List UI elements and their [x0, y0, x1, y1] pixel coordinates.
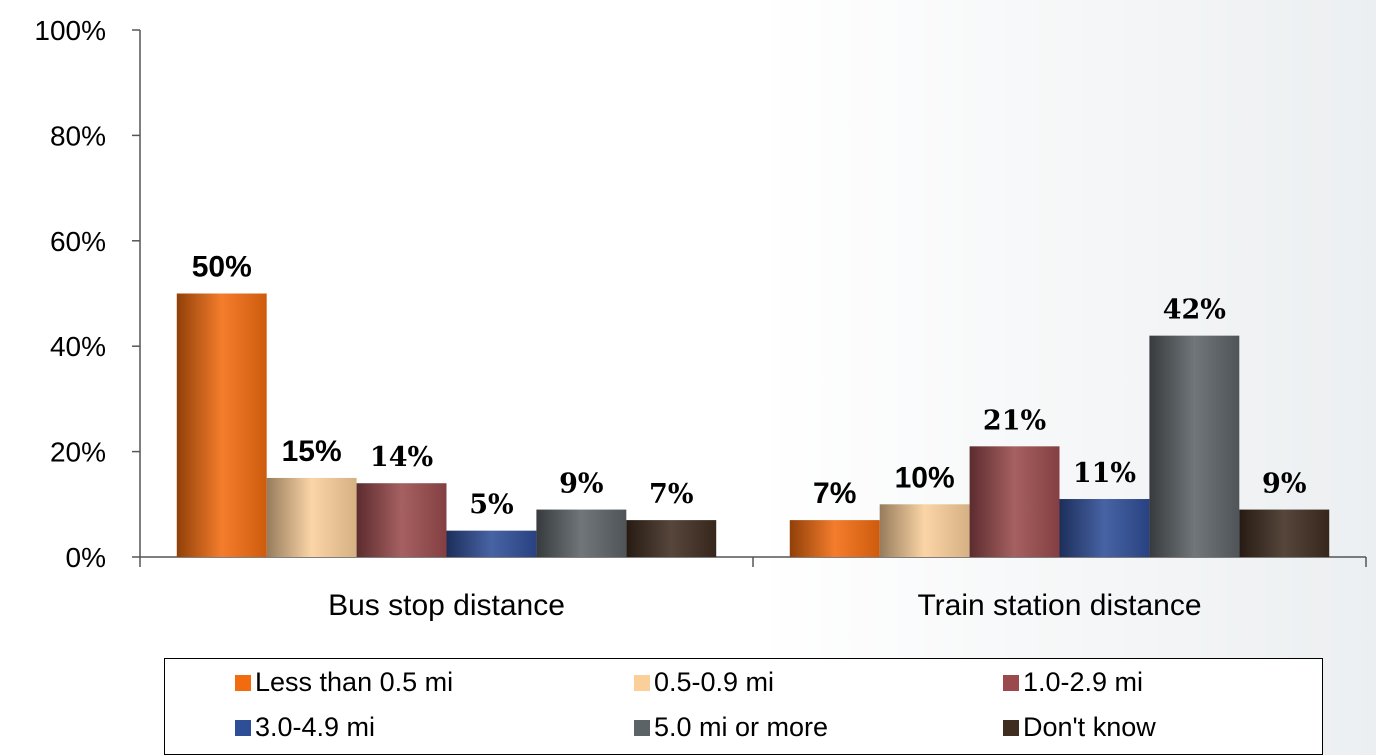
- bar: [969, 446, 1060, 557]
- legend: Less than 0.5 mi 0.5-0.9 mi 1.0-2.9 mi 3.0-…: [164, 658, 1323, 755]
- bar: [1149, 335, 1240, 557]
- data-label: 11%: [1073, 458, 1136, 489]
- legend-item: 5.0 mi or more: [634, 712, 828, 743]
- legend-label: 1.0-2.9 mi: [1023, 667, 1144, 697]
- y-tick-label: 20%: [50, 437, 106, 468]
- legend-label: Less than 0.5 mi: [255, 667, 454, 697]
- legend-label: 5.0 mi or more: [654, 712, 829, 742]
- data-label: 9%: [559, 469, 603, 500]
- bar: [789, 520, 880, 557]
- data-label: 42%: [1163, 295, 1226, 326]
- legend-swatch: [235, 719, 251, 736]
- bar: [626, 520, 717, 557]
- bars: [176, 293, 1330, 557]
- bar: [266, 477, 357, 557]
- legend-swatch: [634, 719, 650, 736]
- data-label: 15%: [282, 435, 342, 468]
- data-label: 7%: [649, 479, 693, 510]
- category-label: Train station distance: [917, 589, 1201, 622]
- axes: 0% 20% 40% 60% 80% 100% Bus stop distance Train…: [34, 15, 1367, 622]
- data-label: 50%: [192, 251, 252, 284]
- data-label: 9%: [1262, 469, 1306, 500]
- legend-swatch: [634, 674, 650, 691]
- data-label: 5%: [469, 490, 513, 521]
- y-tick-label: 40%: [50, 331, 106, 362]
- labels: 50% 15% 14% 5% 9% 7% 7% 10% 21% 11% 42% 9%: [192, 251, 1307, 521]
- legend-item: 1.0-2.9 mi: [1003, 667, 1143, 698]
- legend-item: 3.0-4.9 mi: [235, 712, 375, 743]
- y-tick-label: 60%: [50, 226, 106, 257]
- bar: [1239, 509, 1330, 557]
- legend-swatch: [1003, 674, 1019, 691]
- legend-label: 3.0-4.9 mi: [255, 712, 376, 742]
- data-label: 21%: [983, 405, 1046, 436]
- data-label: 10%: [895, 461, 955, 494]
- y-tick-label: 0%: [66, 542, 106, 573]
- legend-label: Don't know: [1023, 712, 1156, 742]
- bar: [356, 483, 447, 557]
- legend-label: 0.5-0.9 mi: [654, 667, 775, 697]
- legend-swatch: [1003, 719, 1019, 736]
- data-label: 7%: [813, 477, 856, 510]
- category-label: Bus stop distance: [328, 589, 565, 622]
- y-tick-label: 80%: [50, 120, 106, 151]
- bar: [176, 293, 267, 557]
- legend-item: 0.5-0.9 mi: [634, 667, 774, 698]
- bar: [1059, 499, 1150, 557]
- bar: [879, 504, 970, 557]
- legend-item: Less than 0.5 mi: [235, 667, 453, 698]
- bar: [446, 530, 537, 557]
- bar: [536, 509, 627, 557]
- data-label: 14%: [370, 442, 433, 473]
- legend-swatch: [235, 674, 251, 691]
- y-tick-label: 100%: [34, 15, 106, 46]
- legend-item: Don't know: [1003, 712, 1156, 743]
